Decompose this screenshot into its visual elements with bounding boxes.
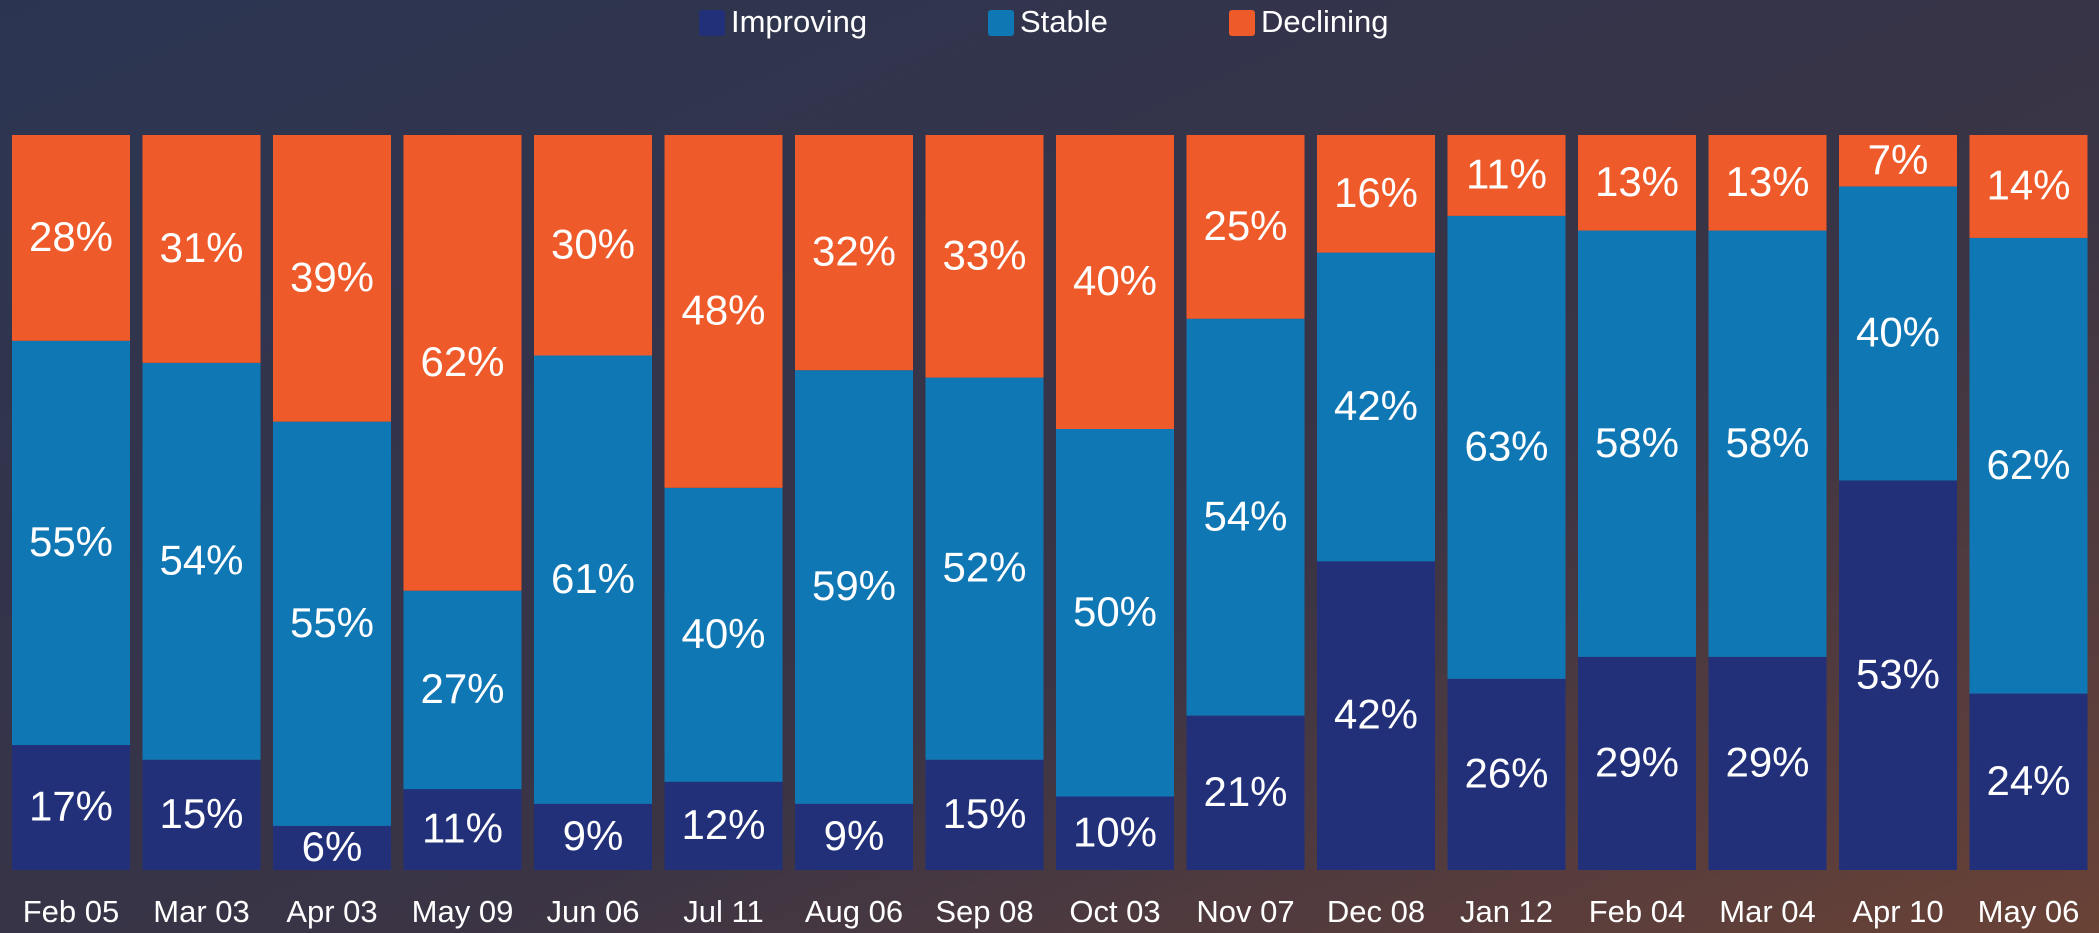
legend-swatch — [1229, 10, 1255, 36]
value-label: 32% — [812, 228, 896, 275]
value-label: 62% — [1986, 441, 2070, 488]
value-label: 58% — [1595, 419, 1679, 466]
value-label: 40% — [681, 610, 765, 657]
value-label: 55% — [290, 599, 374, 646]
value-label: 10% — [1073, 808, 1157, 855]
x-tick-label: Sep 08 — [935, 894, 1033, 929]
value-label: 53% — [1856, 650, 1940, 697]
x-tick-label: May 06 — [1978, 894, 2080, 929]
x-tick-label: Dec 08 — [1327, 894, 1425, 929]
x-tick-label: Jul 11 — [683, 894, 763, 929]
value-label: 27% — [420, 665, 504, 712]
value-label: 55% — [29, 518, 113, 565]
legend-label: Improving — [731, 4, 867, 39]
x-tick-label: Oct 03 — [1069, 894, 1160, 929]
value-label: 13% — [1725, 158, 1809, 205]
x-tick-label: Apr 03 — [286, 894, 377, 929]
value-label: 42% — [1334, 691, 1418, 738]
x-tick-label: Mar 03 — [153, 894, 249, 929]
value-label: 17% — [29, 783, 113, 830]
value-label: 13% — [1595, 158, 1679, 205]
value-label: 59% — [812, 562, 896, 609]
value-label: 6% — [302, 823, 363, 870]
x-tick-label: Jan 12 — [1460, 894, 1553, 929]
value-label: 12% — [681, 801, 765, 848]
value-label: 42% — [1334, 382, 1418, 429]
x-tick-label: Feb 05 — [23, 894, 120, 929]
legend-label: Stable — [1020, 4, 1108, 39]
value-label: 58% — [1725, 419, 1809, 466]
value-label: 48% — [681, 286, 765, 333]
legend-swatch — [988, 10, 1014, 36]
value-label: 61% — [551, 555, 635, 602]
value-label: 16% — [1334, 169, 1418, 216]
x-tick-label: May 09 — [412, 894, 514, 929]
value-label: 7% — [1868, 136, 1929, 183]
value-label: 29% — [1725, 739, 1809, 786]
value-label: 40% — [1073, 257, 1157, 304]
legend-swatch — [699, 10, 725, 36]
value-label: 14% — [1986, 162, 2070, 209]
value-label: 39% — [290, 253, 374, 300]
value-label: 9% — [563, 812, 624, 859]
legend-label: Declining — [1261, 4, 1389, 39]
chart: Improving Stable Declining 17% 55% 28% Feb 05 1… — [0, 0, 2099, 933]
value-label: 52% — [942, 544, 1026, 591]
value-label: 30% — [551, 220, 635, 267]
value-label: 26% — [1464, 750, 1548, 797]
value-label: 24% — [1986, 757, 2070, 804]
value-label: 40% — [1856, 309, 1940, 356]
value-label: 9% — [824, 812, 885, 859]
x-tick-label: Apr 10 — [1852, 894, 1943, 929]
value-label: 15% — [942, 790, 1026, 837]
value-label: 21% — [1203, 768, 1287, 815]
value-label: 50% — [1073, 588, 1157, 635]
value-label: 15% — [159, 790, 243, 837]
value-label: 11% — [422, 805, 503, 852]
x-tick-label: Mar 04 — [1719, 894, 1815, 929]
value-label: 62% — [420, 338, 504, 385]
x-tick-label: Nov 07 — [1196, 894, 1294, 929]
x-tick-label: Feb 04 — [1589, 894, 1686, 929]
value-label: 63% — [1464, 422, 1548, 469]
value-label: 54% — [159, 536, 243, 583]
value-label: 54% — [1203, 492, 1287, 539]
value-label: 31% — [159, 224, 243, 271]
x-tick-label: Aug 06 — [805, 894, 903, 929]
value-label: 25% — [1203, 202, 1287, 249]
value-label: 29% — [1595, 739, 1679, 786]
value-label: 33% — [942, 231, 1026, 278]
x-tick-label: Jun 06 — [546, 894, 639, 929]
value-label: 11% — [1466, 151, 1547, 198]
value-label: 28% — [29, 213, 113, 260]
